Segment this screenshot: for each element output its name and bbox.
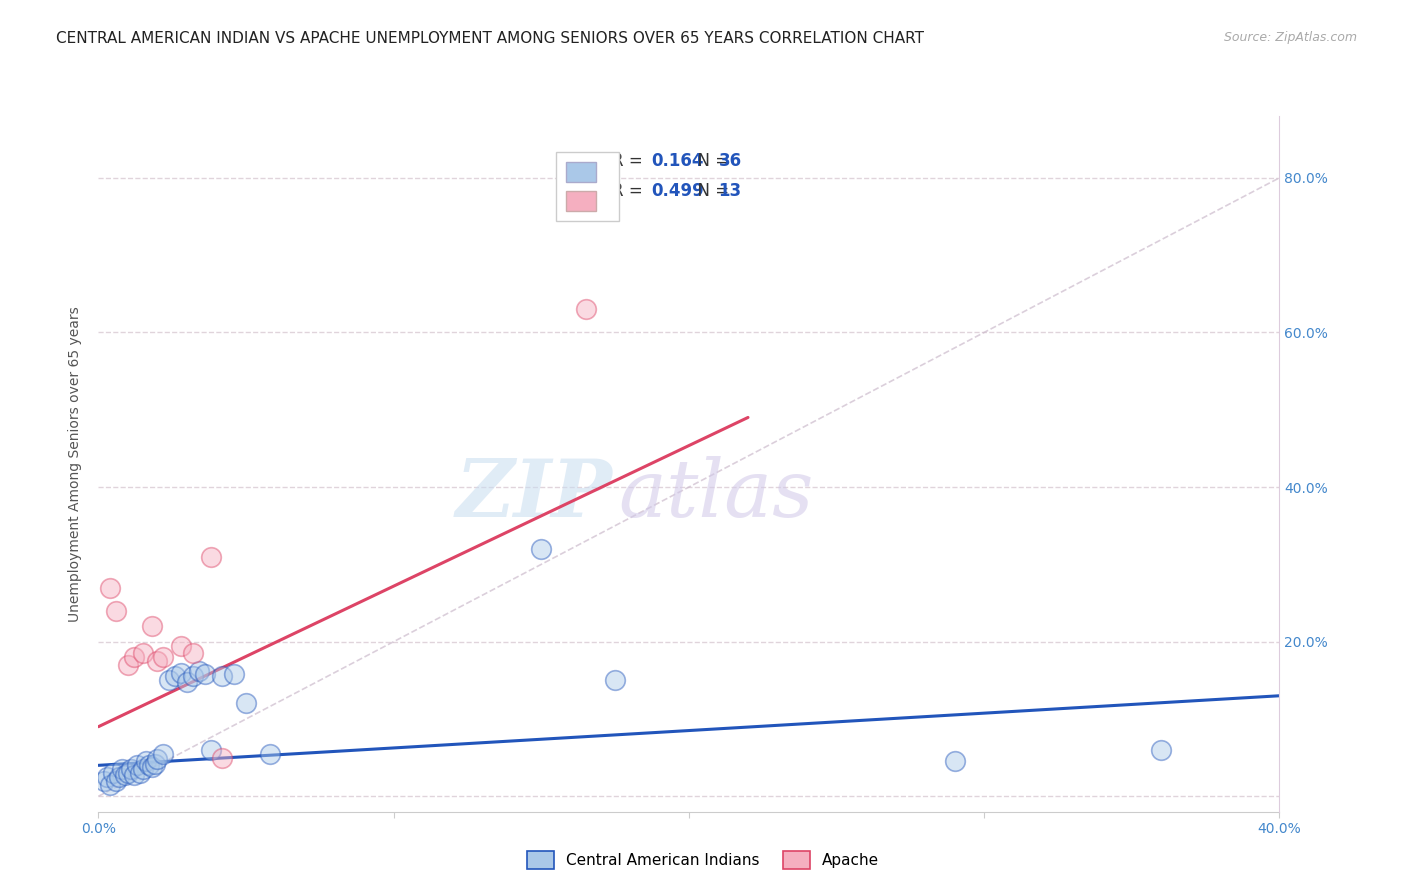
Point: [135, 755, 157, 769]
Point: [122, 767, 145, 781]
Text: atlas: atlas: [619, 457, 814, 534]
Point: [117, 657, 139, 672]
Point: [176, 674, 198, 689]
Point: [152, 650, 174, 665]
Point: [105, 604, 128, 618]
Point: [141, 619, 163, 633]
Point: [103, 766, 125, 780]
Point: [141, 760, 163, 774]
Point: [96, 770, 118, 784]
Text: R =: R =: [612, 182, 648, 200]
Point: [132, 646, 155, 660]
Point: [120, 762, 142, 776]
Point: [605, 673, 627, 688]
Point: [105, 773, 128, 788]
Point: [157, 673, 180, 688]
Text: Source: ZipAtlas.com: Source: ZipAtlas.com: [1223, 31, 1357, 45]
Point: [224, 667, 246, 681]
Point: [128, 766, 150, 780]
Point: [194, 667, 217, 681]
Point: [108, 770, 131, 784]
Point: [211, 750, 233, 764]
Point: [170, 639, 193, 653]
Point: [211, 669, 233, 683]
Legend: , : ,: [555, 153, 619, 221]
Point: [1150, 743, 1173, 757]
Text: 0.499: 0.499: [651, 182, 704, 200]
Text: R =: R =: [612, 153, 648, 170]
Point: [181, 646, 204, 660]
Point: [122, 650, 145, 665]
Point: [146, 752, 169, 766]
Text: 13: 13: [718, 182, 741, 200]
Point: [98, 778, 121, 792]
Point: [170, 665, 193, 680]
Y-axis label: Unemployment Among Seniors over 65 years: Unemployment Among Seniors over 65 years: [69, 306, 83, 622]
Point: [943, 755, 966, 769]
Point: [152, 747, 174, 761]
Point: [181, 669, 204, 683]
Point: [93, 773, 115, 788]
Point: [132, 762, 155, 776]
Text: CENTRAL AMERICAN INDIAN VS APACHE UNEMPLOYMENT AMONG SENIORS OVER 65 YEARS CORRE: CENTRAL AMERICAN INDIAN VS APACHE UNEMPL…: [56, 31, 924, 46]
Point: [259, 747, 281, 761]
Text: 36: 36: [718, 153, 741, 170]
Point: [146, 654, 169, 668]
Point: [143, 756, 166, 771]
Point: [574, 302, 596, 317]
Text: N =: N =: [686, 182, 734, 200]
Point: [98, 581, 121, 595]
Point: [114, 767, 136, 781]
Point: [200, 743, 222, 757]
Point: [117, 766, 139, 780]
Point: [125, 758, 148, 772]
Point: [235, 697, 257, 711]
Legend: Central American Indians, Apache: Central American Indians, Apache: [520, 845, 886, 875]
Text: 0.164: 0.164: [651, 153, 703, 170]
Point: [165, 669, 187, 683]
Text: N =: N =: [686, 153, 734, 170]
Point: [200, 549, 222, 564]
Point: [530, 541, 553, 556]
Point: [138, 758, 160, 772]
Text: ZIP: ZIP: [456, 457, 612, 534]
Point: [111, 762, 134, 776]
Point: [187, 664, 209, 678]
